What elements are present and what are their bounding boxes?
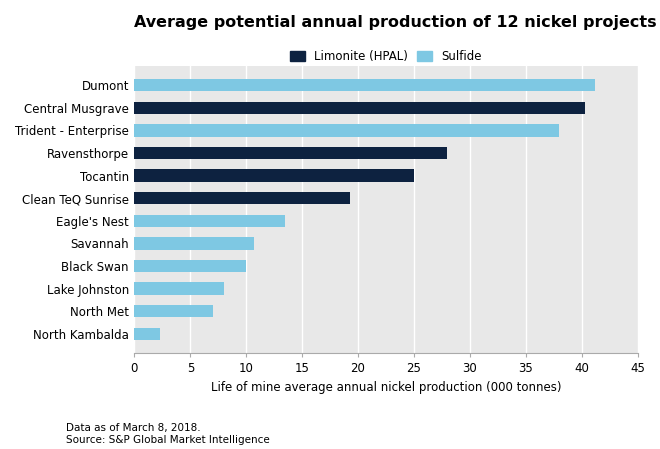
- Bar: [135, 124, 559, 136]
- Bar: [135, 101, 585, 114]
- Bar: [135, 169, 414, 182]
- Bar: [135, 260, 246, 272]
- Bar: [135, 79, 595, 91]
- Text: Average potential annual production of 12 nickel projects: Average potential annual production of 1…: [135, 15, 657, 30]
- Bar: [135, 147, 447, 159]
- Bar: [135, 305, 213, 317]
- Bar: [135, 237, 254, 250]
- Bar: [135, 282, 224, 295]
- Text: Data as of March 8, 2018.
Source: S&P Global Market Intelligence: Data as of March 8, 2018. Source: S&P Gl…: [66, 423, 270, 445]
- X-axis label: Life of mine average annual nickel production (000 tonnes): Life of mine average annual nickel produ…: [211, 381, 561, 394]
- Bar: [135, 192, 350, 204]
- Bar: [135, 215, 285, 227]
- Bar: [135, 327, 160, 340]
- Legend: Limonite (HPAL), Sulfide: Limonite (HPAL), Sulfide: [288, 48, 484, 65]
